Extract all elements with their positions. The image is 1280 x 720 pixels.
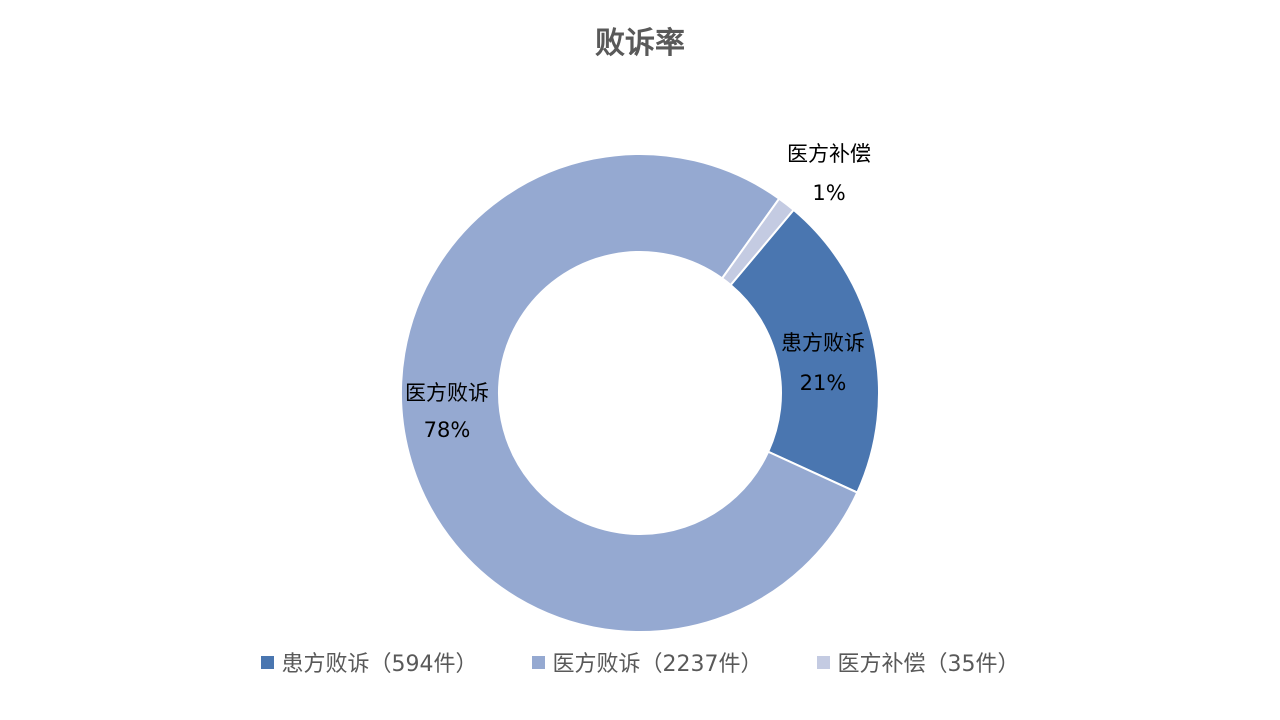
donut-slice-hospital-compensation <box>720 197 796 287</box>
donut-slice-patient-loss <box>729 208 880 494</box>
legend-item-patient-loss: 患方败诉（594件） <box>260 646 478 678</box>
legend-label-patient-loss: 患方败诉（594件） <box>281 652 478 677</box>
chart-title: 败诉率 <box>595 26 685 61</box>
data-label-percent-hospital-compensation: 1% <box>812 181 845 205</box>
data-label-name-hospital-compensation: 医方补偿 <box>787 142 871 166</box>
legend-swatch-patient-loss <box>260 655 274 669</box>
legend-label-hospital-compensation: 医方补偿（35件） <box>837 652 1020 677</box>
legend-swatch-hospital-loss <box>531 655 545 669</box>
legend-swatch-hospital-compensation <box>816 655 830 669</box>
data-label-percent-hospital-loss: 78% <box>424 418 471 442</box>
donut-slice-hospital-loss <box>400 153 859 633</box>
data-label-name-patient-loss: 患方败诉 <box>781 331 865 355</box>
data-label-name-hospital-loss: 医方败诉 <box>405 381 489 405</box>
legend-item-hospital-loss: 医方败诉（2237件） <box>531 646 763 678</box>
legend: 患方败诉（594件） 医方败诉（2237件） 医方补偿（35件） <box>0 646 1280 678</box>
legend-item-hospital-compensation: 医方补偿（35件） <box>816 646 1020 678</box>
legend-label-hospital-loss: 医方败诉（2237件） <box>552 652 763 677</box>
data-label-percent-patient-loss: 21% <box>800 371 847 395</box>
